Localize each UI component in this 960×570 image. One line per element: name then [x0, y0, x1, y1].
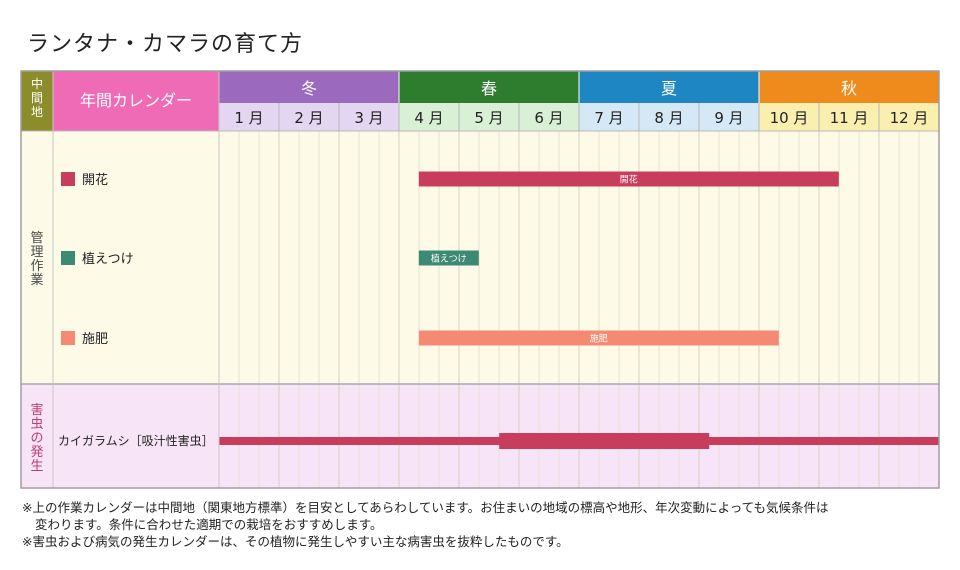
legend-swatch: [61, 251, 75, 265]
calendar-frame: [20, 70, 940, 489]
month-cell: [699, 103, 759, 131]
month-label: 4 月: [414, 109, 443, 127]
task-label: 施肥: [82, 332, 108, 347]
region-label-char: 中: [31, 76, 43, 91]
management-label-char: 業: [30, 272, 43, 288]
month-label: 6 月: [534, 109, 563, 127]
month-cell: [399, 103, 459, 131]
footnote-1-continued: 変わります。条件に合わせた適期での栽培をおすすめします。: [35, 517, 383, 532]
season-cell: [759, 71, 939, 103]
outer-border: [20, 70, 940, 489]
calendar-grid: [238, 71, 920, 488]
task-bar-label: 施肥: [590, 333, 608, 345]
month-cell: [579, 103, 639, 131]
footnote-2: ※害虫および病気の発生カレンダーは、その植物に発生しやすい主な病害虫を抜粋したも…: [22, 534, 569, 549]
pest-label-char: 虫: [30, 417, 43, 432]
month-label: 1 月: [234, 109, 263, 127]
pest-label-char: の: [30, 431, 43, 446]
season-cell: [579, 71, 759, 103]
month-label: 12 月: [890, 109, 929, 127]
season-cell: [219, 71, 399, 103]
footnote-1: ※上の作業カレンダーは中間地（関東地方標準）を目安としてあらわしています。お住ま…: [22, 500, 829, 515]
pest-area: [21, 384, 939, 488]
pest-label-char: 害: [30, 402, 43, 418]
month-cell: [339, 103, 399, 131]
management-label-char: 理: [30, 245, 43, 260]
page-title: ランタナ・カマラの育て方: [27, 32, 304, 57]
pest-label-char: 発: [30, 445, 43, 460]
month-label: 7 月: [594, 109, 623, 127]
season-label: 冬: [301, 79, 317, 98]
month-cell: [279, 103, 339, 131]
calendar-background: [21, 71, 939, 488]
region-label-char: 間: [31, 91, 43, 105]
month-cell: [819, 103, 879, 131]
header-cell: [53, 71, 219, 131]
management-area: [21, 131, 939, 384]
legend-swatch: [61, 331, 75, 345]
footnotes: ※上の作業カレンダーは中間地（関東地方標準）を目安としてあらわしています。お住ま…: [22, 499, 942, 550]
pest-label-char: 生: [30, 459, 43, 474]
month-label: 3 月: [354, 109, 383, 127]
month-label: 10 月: [770, 109, 809, 127]
region-label-char: 地: [31, 105, 43, 119]
month-label: 5 月: [474, 109, 503, 127]
task-label: 開花: [82, 172, 108, 188]
month-cell: [759, 103, 819, 131]
month-cell: [639, 103, 699, 131]
season-label: 夏: [661, 79, 677, 98]
task-bar: [418, 171, 839, 187]
month-label: 9 月: [714, 109, 743, 127]
season-label: 春: [481, 79, 497, 98]
calendar-labels: 冬 春 夏 秋 1 月 2 月 3 月 4 月 5 月 6 月 7 月 8 月 9 月 10 月 11 月 1…: [30, 76, 928, 474]
legend-swatch: [61, 172, 75, 186]
month-cell: [219, 103, 279, 131]
task-bar: [418, 330, 779, 346]
calendar-header-label: 年間カレンダー: [80, 91, 192, 110]
month-label: 11 月: [830, 109, 869, 127]
pest-name: カイガラムシ［吸汁性害虫］: [58, 433, 214, 448]
task-bar: [418, 250, 479, 266]
month-cell: [519, 103, 579, 131]
management-label-char: 作: [30, 259, 43, 274]
season-cell: [399, 71, 579, 103]
month-cell: [879, 103, 939, 131]
season-label: 秋: [841, 79, 857, 98]
region-cell: [21, 71, 53, 131]
task-bar-label: 植えつけ: [431, 253, 467, 265]
month-label: 2 月: [294, 109, 323, 127]
month-label: 8 月: [654, 109, 683, 127]
task-bar-label: 開花: [620, 174, 638, 186]
management-label-char: 管: [30, 231, 43, 246]
pest-bar: [499, 433, 710, 449]
month-cell: [459, 103, 519, 131]
task-label: 植えつけ: [82, 252, 134, 267]
